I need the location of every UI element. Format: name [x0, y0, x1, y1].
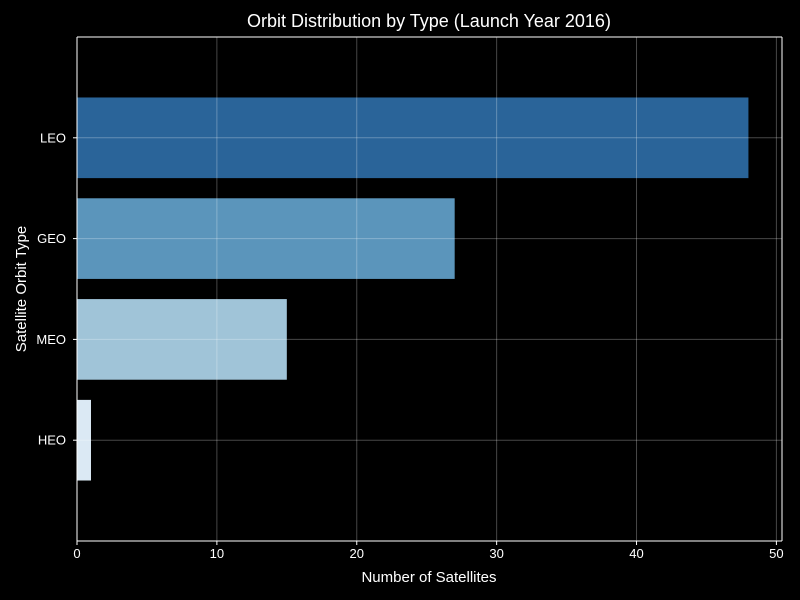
x-tick-label: 50	[769, 546, 783, 561]
x-tick-label: 0	[73, 546, 80, 561]
chart-title: Orbit Distribution by Type (Launch Year …	[247, 11, 611, 31]
x-tick-label: 10	[210, 546, 224, 561]
x-tick-label: 30	[489, 546, 503, 561]
y-axis-label: Satellite Orbit Type	[13, 226, 30, 352]
bar-geo	[77, 198, 455, 279]
x-tick-label: 40	[629, 546, 643, 561]
bar-meo	[77, 299, 287, 380]
x-tick-label: 20	[350, 546, 364, 561]
y-tick-label-leo: LEO	[40, 130, 66, 145]
plot-area: 0 10 20 30 40 50 LEO GEO MEO HEO	[36, 36, 784, 561]
bar-leo	[77, 97, 749, 179]
y-tick-label-geo: GEO	[37, 231, 66, 246]
bar-heo	[77, 399, 91, 481]
y-tick-label-heo: HEO	[38, 433, 66, 448]
y-tick-label-meo: MEO	[36, 332, 66, 347]
x-axis-label: Number of Satellites	[361, 569, 496, 586]
